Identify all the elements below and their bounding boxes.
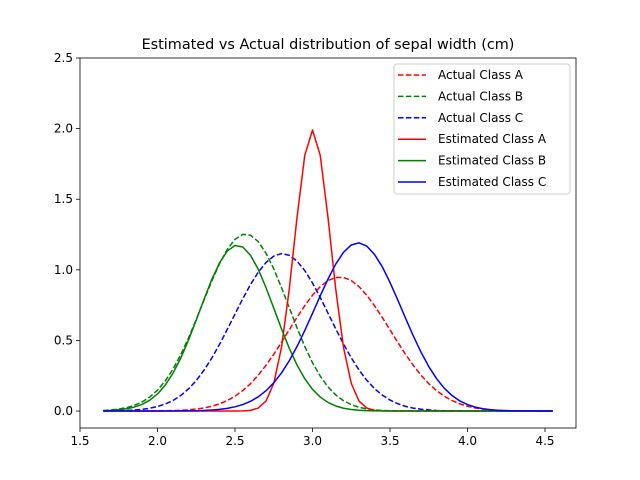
legend-label: Estimated Class A bbox=[438, 132, 547, 146]
y-tick-label: 0.0 bbox=[54, 404, 73, 418]
series-line-5 bbox=[103, 244, 553, 412]
plot-frame bbox=[79, 57, 577, 429]
x-tick-label: 4.5 bbox=[535, 434, 554, 448]
x-tick-label: 2.5 bbox=[225, 434, 244, 448]
x-tick-label: 3.5 bbox=[380, 434, 399, 448]
legend-label: Actual Class C bbox=[438, 111, 523, 125]
series-layer bbox=[103, 129, 553, 412]
series-line-6 bbox=[103, 242, 553, 412]
x-axis: 1.5 2.0 2.5 3.0 3.5 4.0 4.5 bbox=[70, 428, 555, 448]
chart-title: Estimated vs Actual distribution of sepa… bbox=[142, 37, 515, 53]
y-tick-label: 1.5 bbox=[54, 192, 73, 206]
legend-box bbox=[393, 63, 571, 195]
y-axis: 0.0 0.5 1.0 1.5 2.0 2.5 bbox=[54, 51, 80, 418]
legend-label: Actual Class A bbox=[438, 68, 524, 82]
legend-label: Actual Class B bbox=[438, 89, 523, 103]
x-tick-label: 1.5 bbox=[70, 434, 89, 448]
legend-label: Estimated Class B bbox=[438, 154, 546, 168]
series-line-2 bbox=[103, 233, 553, 412]
y-tick-label: 2.0 bbox=[54, 122, 73, 136]
y-tick-label: 0.5 bbox=[54, 333, 73, 347]
legend: Actual Class A Actual Class B Actual Class… bbox=[393, 63, 571, 195]
x-tick-label: 4.0 bbox=[458, 434, 477, 448]
y-tick-label: 2.5 bbox=[54, 51, 73, 65]
x-tick-label: 3.0 bbox=[303, 434, 322, 448]
plot-area bbox=[79, 57, 577, 429]
x-tick-label: 2.0 bbox=[148, 434, 167, 448]
legend-label: Estimated Class C bbox=[438, 175, 546, 189]
y-tick-label: 1.0 bbox=[54, 263, 73, 277]
